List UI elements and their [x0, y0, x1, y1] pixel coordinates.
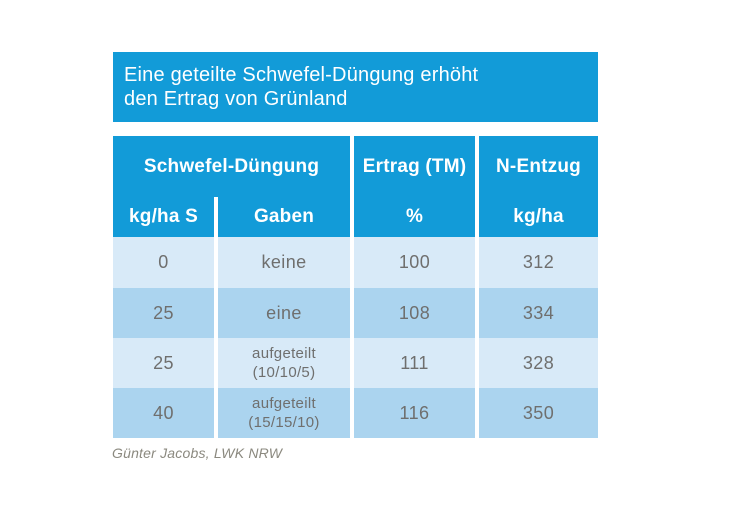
cell-value-line2: (15/15/10)	[248, 414, 320, 431]
subheader-kg-ha-s-label: kg/ha S	[129, 206, 198, 227]
cell-value: 334	[522, 302, 555, 323]
title-line-2: den Ertrag von Grünland	[124, 88, 348, 110]
cell-value: 350	[522, 402, 555, 423]
header-group-label: Schwefel-Düngung	[143, 155, 320, 177]
cell-value: keine	[261, 252, 307, 272]
cell-value-line2: (10/10/5)	[252, 364, 316, 381]
cell-row0-dose: 0	[113, 237, 214, 288]
cell-value: 25	[153, 302, 174, 323]
cell-row3-gaben: aufgeteilt (15/15/10)	[218, 388, 350, 438]
cell-row0-gaben: keine	[218, 237, 350, 288]
cell-value: 328	[522, 352, 555, 373]
cell-row1-dose: 25	[113, 288, 214, 338]
cell-row2-dose: 25	[113, 338, 214, 388]
cell-row2-n-removal: 328	[479, 338, 598, 388]
cell-value: 111	[400, 352, 429, 373]
subheader-kg-ha-s: kg/ha S	[113, 197, 214, 237]
header-ertrag: Ertrag (TM)	[354, 136, 475, 197]
subheader-gaben: Gaben	[218, 197, 350, 237]
cell-value: 312	[522, 252, 555, 272]
cell-value: 25	[153, 352, 174, 373]
cell-value: 40	[153, 402, 174, 423]
cell-value: 100	[398, 252, 431, 272]
fertilization-table: Schwefel-Düngung Ertrag (TM) N-Entzug kg…	[113, 136, 598, 438]
cell-value-line1: aufgeteilt	[252, 395, 316, 412]
cell-row0-n-removal: 312	[479, 237, 598, 288]
subheader-percent: %	[354, 197, 475, 237]
cell-value-line1: aufgeteilt	[252, 345, 316, 362]
cell-row3-dose: 40	[113, 388, 214, 438]
title-banner: Eine geteilte Schwefel-Düngung erhöht de…	[113, 52, 598, 122]
cell-row2-yield: 111	[354, 338, 475, 388]
cell-row1-gaben: eine	[218, 288, 350, 338]
header-n-entzug-label: N-Entzug	[496, 155, 581, 177]
subheader-gaben-label: Gaben	[253, 206, 315, 227]
subheader-kg-ha: kg/ha	[479, 197, 598, 237]
cell-row3-n-removal: 350	[479, 388, 598, 438]
cell-row1-n-removal: 334	[479, 288, 598, 338]
cell-row0-yield: 100	[354, 237, 475, 288]
source-credit: Günter Jacobs, LWK NRW	[112, 445, 283, 461]
header-n-entzug: N-Entzug	[479, 136, 598, 197]
cell-value: 116	[399, 402, 430, 423]
cell-value: eine	[266, 302, 302, 323]
subheader-kg-ha-label: kg/ha	[513, 206, 564, 227]
cell-value: 108	[398, 302, 431, 323]
title-line-1: Eine geteilte Schwefel-Düngung erhöht	[124, 64, 479, 86]
header-ertrag-label: Ertrag (TM)	[362, 155, 467, 177]
cell-value: 0	[158, 252, 169, 272]
cell-row1-yield: 108	[354, 288, 475, 338]
cell-row3-yield: 116	[354, 388, 475, 438]
subheader-percent-label: %	[405, 206, 424, 227]
cell-row2-gaben: aufgeteilt (10/10/5)	[218, 338, 350, 388]
header-group-schwefel-duengung: Schwefel-Düngung	[113, 136, 350, 197]
